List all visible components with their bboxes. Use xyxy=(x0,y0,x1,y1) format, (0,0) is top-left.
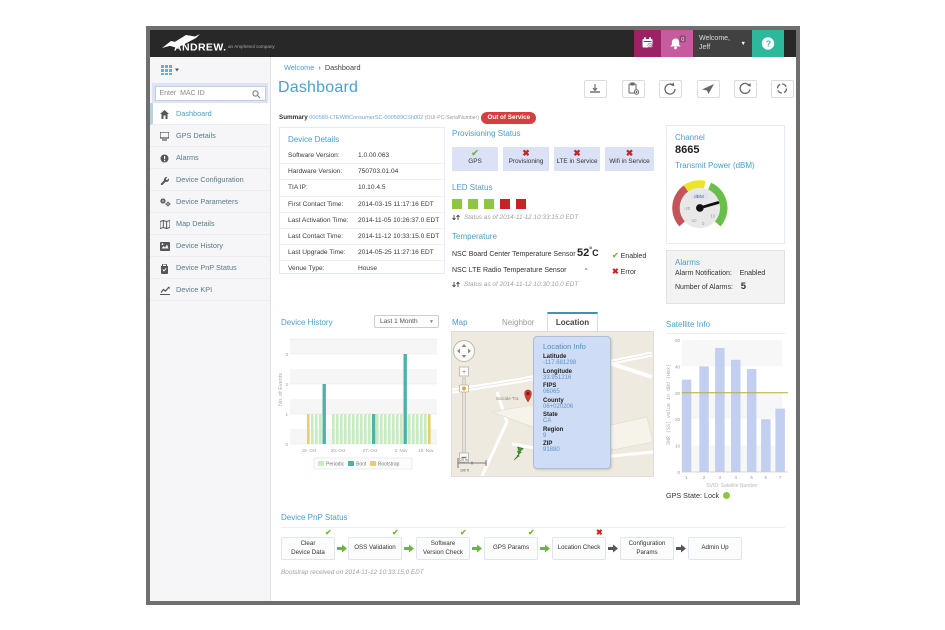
svg-text:10. Nov: 10. Nov xyxy=(418,448,434,453)
svg-text:3. Nov: 3. Nov xyxy=(394,448,408,453)
svg-text:30: 30 xyxy=(675,391,681,396)
svg-text:0: 0 xyxy=(285,442,288,447)
svg-text:7: 7 xyxy=(779,475,782,480)
svg-text:3: 3 xyxy=(719,475,722,480)
svg-text:↻: ↻ xyxy=(649,43,652,48)
svg-text:40: 40 xyxy=(675,364,681,369)
svg-text:100 ft: 100 ft xyxy=(460,469,469,473)
svg-text:0: 0 xyxy=(677,470,680,475)
svg-text:16. Oct: 16. Oct xyxy=(302,448,317,453)
svg-text:-20: -20 xyxy=(684,206,691,211)
svg-text:?: ? xyxy=(766,38,771,48)
svg-text:SVID: Satellite Number: SVID: Satellite Number xyxy=(706,483,758,489)
svg-text:+: + xyxy=(462,369,466,376)
svg-text:4: 4 xyxy=(734,475,737,480)
svg-text:SNR (SS) value in dBd (Hex): SNR (SS) value in dBd (Hex) xyxy=(666,364,672,445)
svg-text:Boot: Boot xyxy=(356,462,367,468)
svg-text:-10: -10 xyxy=(690,218,697,223)
svg-text:No. of Events: No. of Events xyxy=(278,373,284,406)
svg-text:ANDREW.: ANDREW. xyxy=(174,42,226,54)
svg-text:0: 0 xyxy=(681,37,684,43)
svg-text:10: 10 xyxy=(675,444,681,449)
svg-text:Bootstrap: Bootstrap xyxy=(378,462,400,468)
svg-text:1: 1 xyxy=(285,412,288,417)
svg-text:Suicide Tra: Suicide Tra xyxy=(496,396,519,401)
svg-text:Periodic: Periodic xyxy=(326,462,345,468)
svg-text:3: 3 xyxy=(285,352,288,357)
svg-text:20 m: 20 m xyxy=(460,458,468,462)
svg-text:an Amphenol company: an Amphenol company xyxy=(228,44,275,49)
svg-text:50: 50 xyxy=(675,338,681,343)
svg-text:1: 1 xyxy=(685,475,688,480)
svg-text:10: 10 xyxy=(711,214,716,219)
svg-text:20. Oct: 20. Oct xyxy=(331,448,346,453)
svg-text:27. Oct: 27. Oct xyxy=(363,448,378,453)
svg-text:dBM: dBM xyxy=(694,194,704,200)
svg-text:6: 6 xyxy=(765,475,768,480)
svg-text:0: 0 xyxy=(702,221,705,226)
svg-text:5: 5 xyxy=(750,475,753,480)
svg-text:2: 2 xyxy=(285,382,288,387)
svg-text:20: 20 xyxy=(675,417,681,422)
svg-text:2: 2 xyxy=(703,475,706,480)
